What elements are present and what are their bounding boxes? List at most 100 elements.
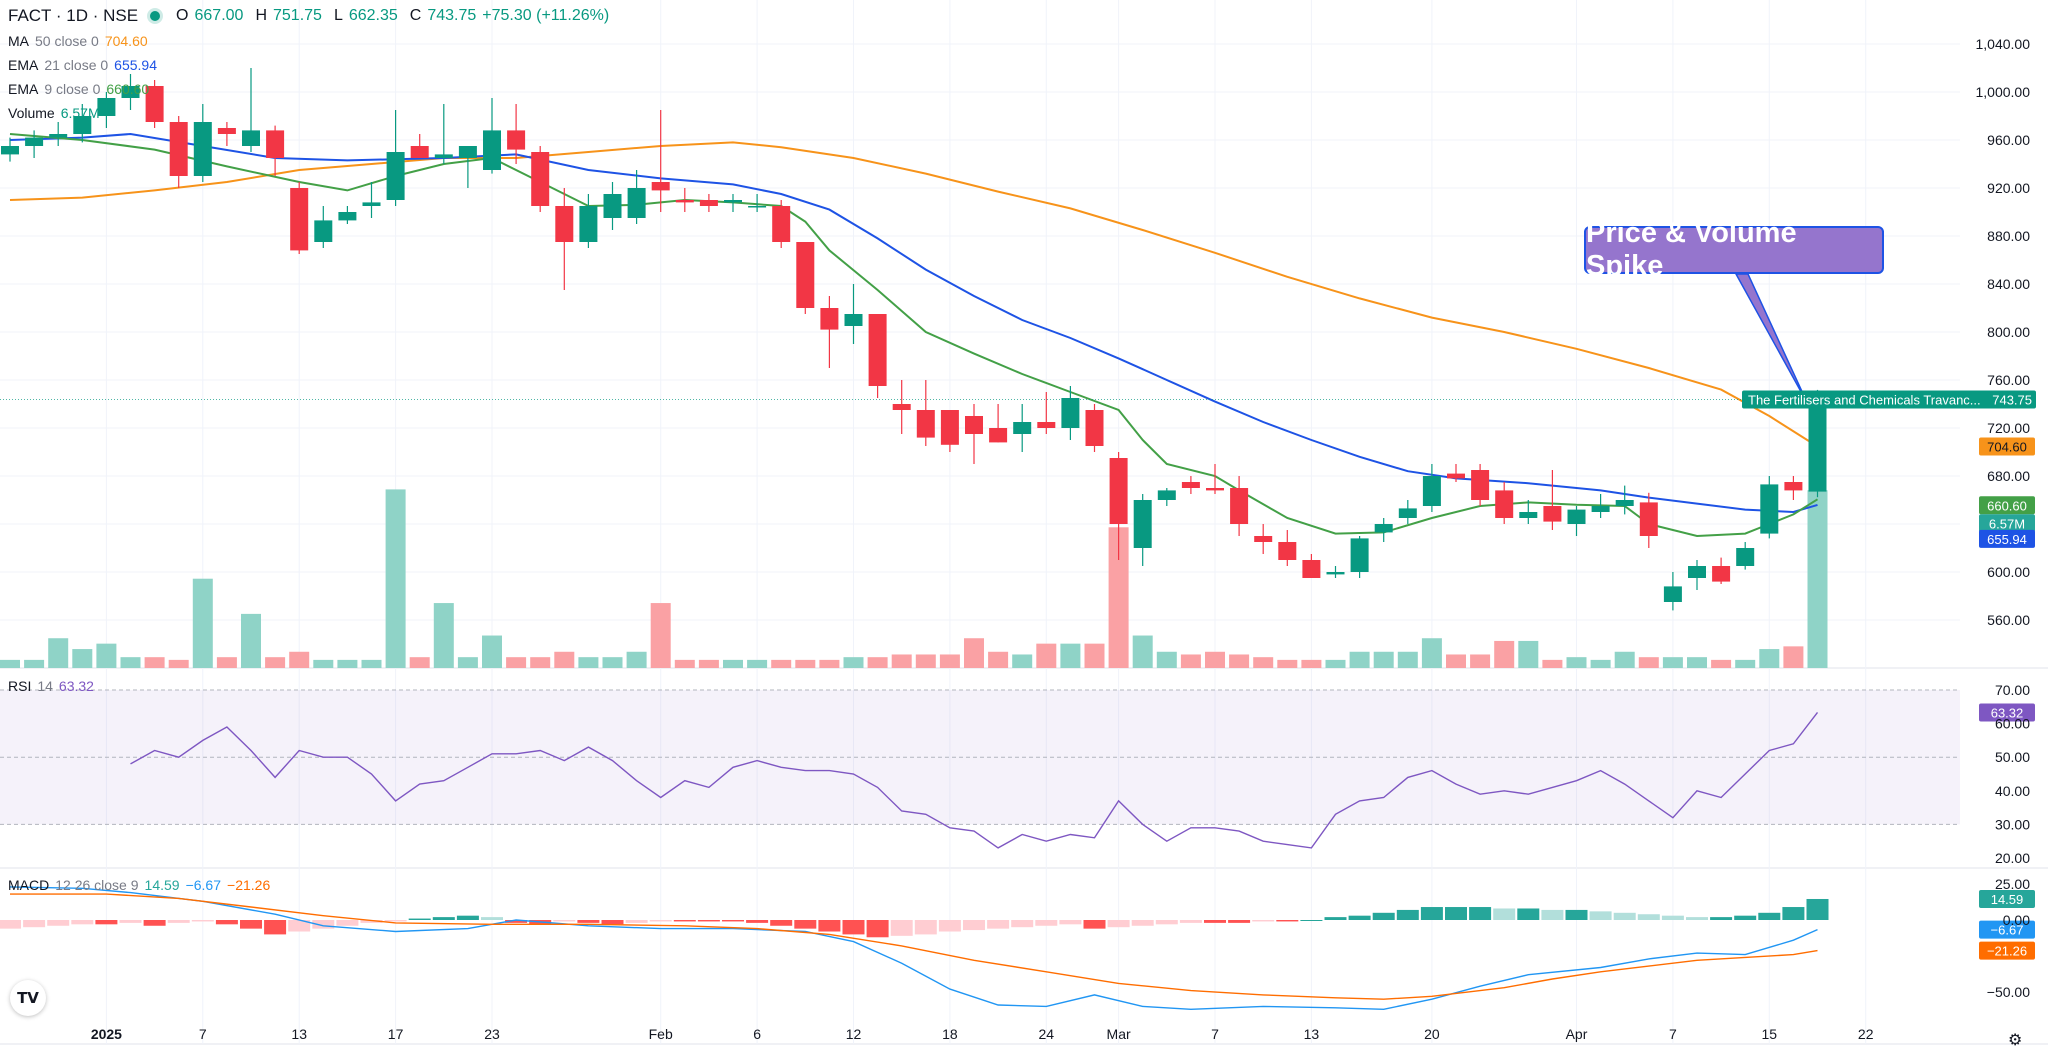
volume-bar: [361, 659, 382, 668]
open-value: 667.00: [194, 7, 244, 24]
candle-body: [1784, 482, 1803, 491]
candle: [1591, 494, 1610, 518]
candle-body: [49, 134, 68, 138]
macd-histogram-bar: [818, 920, 841, 932]
legend-volume[interactable]: Volume 6.57M: [8, 105, 100, 121]
candle: [362, 182, 381, 218]
candle-body: [338, 212, 357, 221]
legend-ema21-params: 21 close 0: [44, 57, 109, 73]
candle: [820, 296, 839, 368]
macd-line: [9, 886, 1818, 1011]
macd-histogram-bar: [1131, 920, 1154, 926]
candle: [699, 194, 718, 212]
volume-bar: [602, 657, 623, 668]
candle: [1254, 524, 1273, 554]
candle-body: [1615, 500, 1634, 506]
candle: [1013, 404, 1032, 452]
legend-ema21[interactable]: EMA 21 close 0 655.94: [8, 57, 157, 73]
candle-body: [1688, 566, 1706, 578]
candle-body: [266, 130, 285, 158]
volume-bar: [1494, 640, 1515, 668]
macd-histogram-bar: [288, 920, 311, 932]
volume-bar: [1108, 527, 1129, 668]
candle-body: [386, 152, 405, 200]
macd-tick-label: 25.00: [1995, 876, 2030, 892]
candle: [1326, 566, 1345, 578]
macd-histogram-bar: [1179, 920, 1202, 923]
macd-hist-tag: [1979, 889, 2035, 908]
tradingview-logo-icon[interactable]: TV: [10, 980, 46, 1016]
macd-histogram-bar: [505, 920, 528, 923]
candle: [1447, 464, 1465, 482]
candle-body: [1422, 476, 1441, 506]
macd-histogram-bar: [866, 920, 889, 938]
last-price-tag: [1742, 390, 2036, 409]
annotation-callout[interactable]: Price & Volume Spike: [1584, 217, 1884, 282]
volume-bar: [1735, 659, 1756, 668]
ma50-price-tag-text: 704.60: [1987, 439, 2027, 454]
candle-body: [748, 206, 767, 208]
price-tick-label: 880.00: [1987, 228, 2030, 244]
legend-macd[interactable]: MACD 12 26 close 9 14.59 −6.67 −21.26: [8, 877, 270, 893]
macd-histogram-bar: [119, 920, 142, 923]
legend-volume-value: 6.57M: [60, 105, 100, 121]
candle-body: [1447, 473, 1465, 479]
volume-bar: [144, 657, 165, 668]
macd-histogram-bar: [1059, 920, 1082, 925]
price-tick-label: 680.00: [1987, 468, 2030, 484]
candle-body: [1037, 422, 1056, 428]
candle-body: [1230, 488, 1249, 524]
volume-bar: [578, 657, 599, 668]
candle: [217, 122, 236, 146]
candle: [868, 314, 887, 398]
volume-bar: [1566, 657, 1587, 668]
price-tick-label: 720.00: [1987, 420, 2030, 436]
volume-price-tag: 6.57M: [1979, 514, 2035, 533]
open-label: O: [176, 7, 189, 24]
candle-body: [193, 122, 212, 176]
macd-histogram-bar: [1541, 909, 1564, 920]
legend-ema9[interactable]: EMA 9 close 0 660.60: [8, 81, 149, 97]
macd-histogram-bar: [842, 920, 865, 935]
price-tick-label: 840.00: [1987, 276, 2030, 292]
volume-bar: [24, 659, 45, 668]
macd-histogram-bar: [746, 920, 769, 923]
volume-bar: [554, 651, 575, 668]
candle-body: [1302, 560, 1321, 578]
signal-line: [10, 893, 1818, 1000]
legend-macd-hist: 14.59: [144, 877, 180, 893]
legend-rsi[interactable]: RSI 14 63.32: [8, 678, 94, 694]
candle-body: [1639, 502, 1658, 536]
rsi-tick-label: 40.00: [1995, 783, 2030, 799]
candle-body: [772, 206, 791, 242]
candle: [1, 137, 19, 162]
macd-histogram-bar: [673, 920, 696, 922]
macd-histogram-bar: [1396, 909, 1419, 920]
candle-body: [1591, 506, 1610, 512]
candle: [97, 92, 116, 128]
macd-tick-label: −50.00: [1987, 984, 2030, 1000]
market-status-icon: [150, 11, 161, 21]
volume-bar: [1132, 635, 1153, 668]
macd-histogram-bar: [312, 920, 335, 929]
candle-body: [1254, 536, 1273, 542]
macd-histogram-bar: [794, 920, 817, 929]
candle-body: [844, 314, 863, 326]
symbol-title[interactable]: FACT · 1D · NSE: [8, 6, 139, 25]
legend-volume-name: Volume: [8, 105, 55, 121]
volume-bar: [409, 657, 430, 668]
macd-histogram-bar: [1710, 917, 1733, 920]
macd-line-tag: [1979, 920, 2035, 939]
candle: [1085, 404, 1104, 452]
candle: [49, 122, 68, 146]
x-tick-label: 12: [846, 1026, 862, 1042]
macd-histogram-bar: [697, 920, 720, 922]
candle: [1181, 476, 1200, 494]
macd-histogram-bar: [1806, 898, 1829, 920]
candle-body: [989, 428, 1008, 443]
legend-rsi-name: RSI: [8, 678, 32, 694]
settings-gear-icon[interactable]: ⚙: [2008, 1030, 2023, 1049]
candle: [25, 130, 44, 158]
legend-ma50[interactable]: MA 50 close 0 704.60: [8, 33, 148, 49]
